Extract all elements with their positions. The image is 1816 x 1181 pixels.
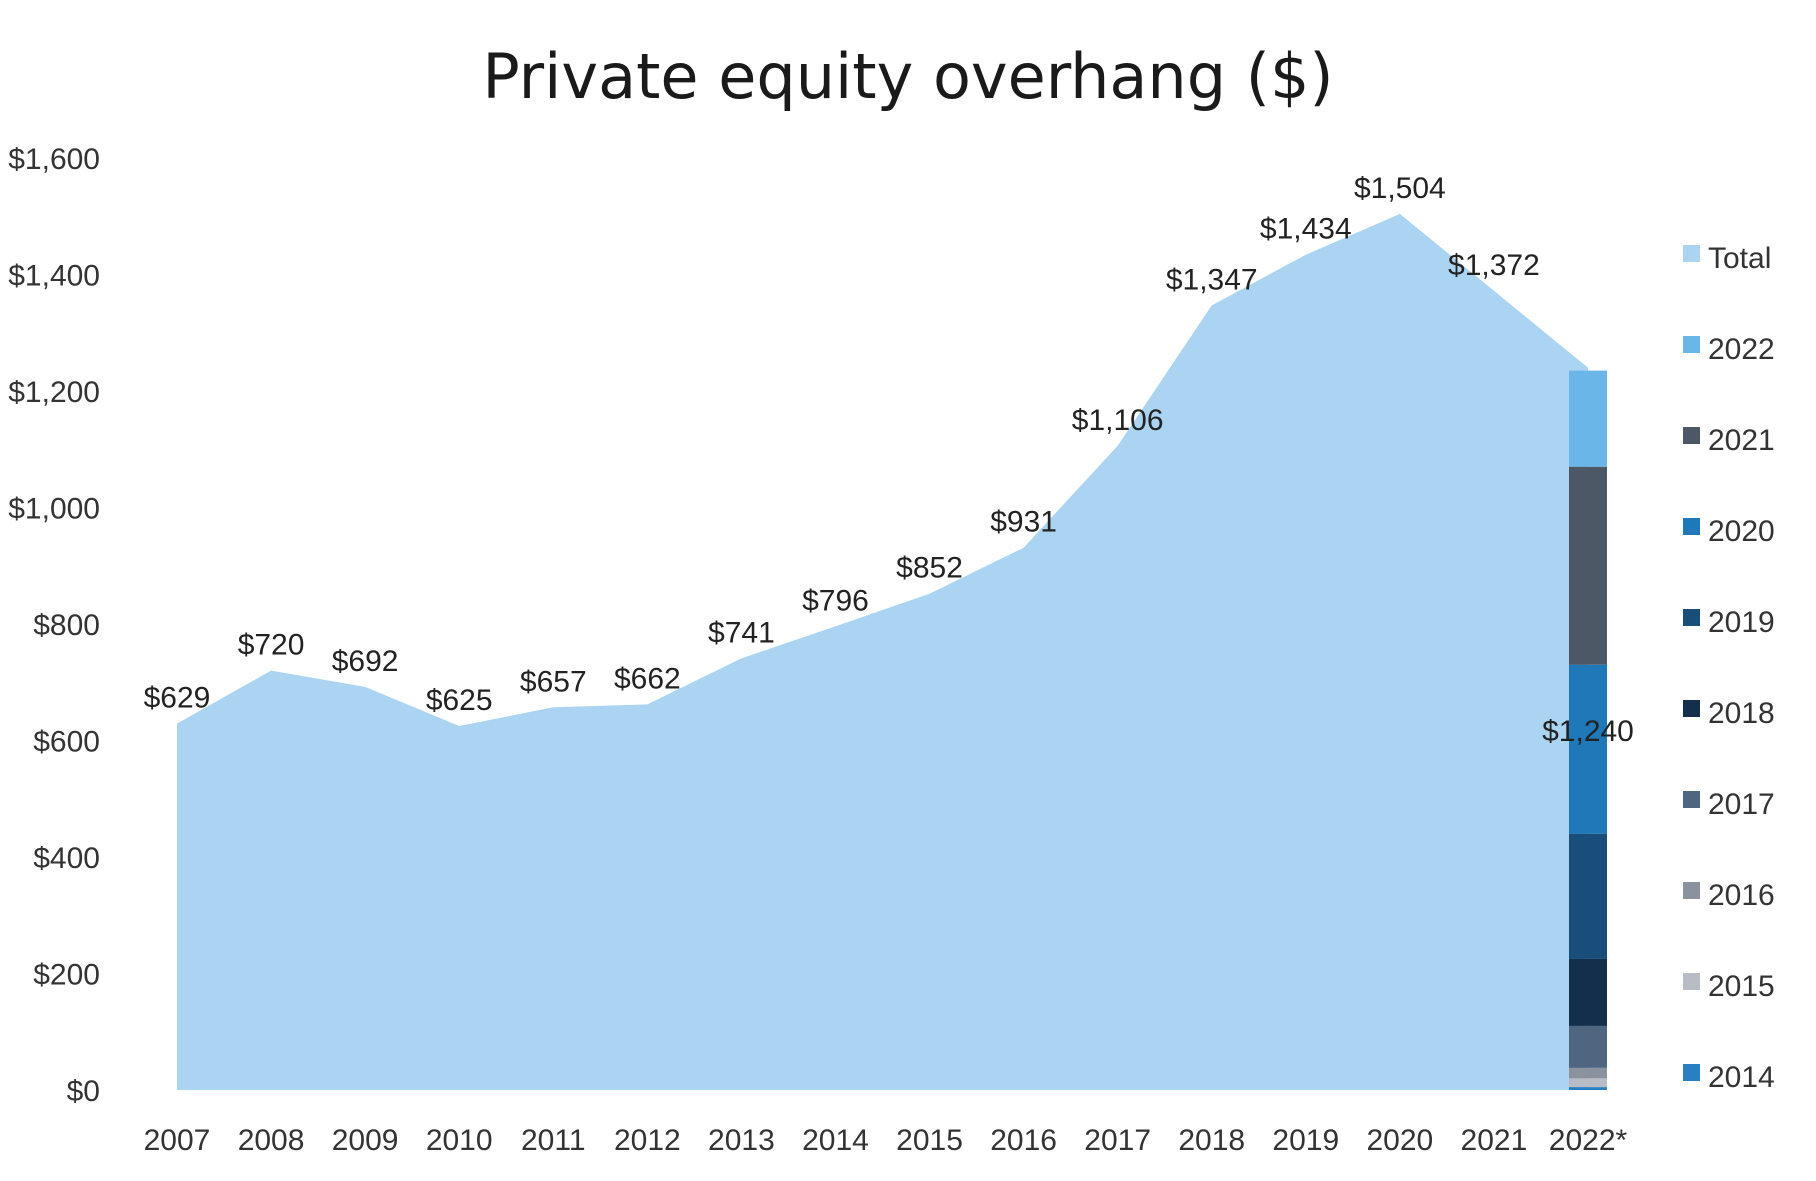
legend-label: 2020	[1708, 515, 1775, 548]
bar-segment-2016	[1569, 1067, 1607, 1079]
stacked-bar-2022	[1569, 370, 1607, 1090]
y-axis-ticks: $0 $200 $400 $600 $800 $1,000 $1,200 $1,400 $1,6…	[8, 143, 100, 1108]
y-tick-label: $0	[67, 1075, 100, 1108]
y-tick-label: $200	[33, 959, 100, 992]
y-tick-label: $1,200	[8, 376, 100, 409]
data-label: $629	[144, 682, 211, 715]
data-label: $720	[238, 629, 305, 662]
x-tick-label: 2022*	[1549, 1124, 1628, 1157]
legend-swatch-2016	[1683, 882, 1700, 899]
legend-label: 2015	[1708, 970, 1775, 1003]
x-tick-label: 2017	[1084, 1124, 1151, 1157]
bar-segment-2018	[1569, 958, 1607, 1026]
data-label: $852	[896, 552, 963, 585]
bar-segment-2014	[1569, 1087, 1607, 1090]
legend-label: 2016	[1708, 879, 1775, 912]
data-label: $1,504	[1354, 172, 1446, 205]
legend-label: 2017	[1708, 788, 1775, 821]
y-tick-label: $1,400	[8, 260, 100, 293]
x-tick-label: 2012	[614, 1124, 681, 1157]
x-tick-label: 2018	[1178, 1124, 1245, 1157]
data-label: $931	[990, 506, 1057, 539]
y-tick-label: $400	[33, 842, 100, 875]
legend-swatch-2015	[1683, 973, 1700, 990]
x-tick-label: 2013	[708, 1124, 775, 1157]
legend-swatch-2022	[1683, 336, 1700, 353]
data-label: $657	[520, 665, 587, 698]
legend-label: 2019	[1708, 606, 1775, 639]
x-tick-label: 2021	[1461, 1124, 1528, 1157]
legend-label: Total	[1708, 242, 1771, 275]
bar-segment-2020	[1569, 664, 1607, 834]
x-tick-label: 2020	[1366, 1124, 1433, 1157]
legend: Total 2022 2021 2020 2019 2018 2017 2016 2015 201…	[1683, 242, 1775, 1094]
series-area-total	[177, 213, 1588, 1091]
bar-segment-2021	[1569, 466, 1607, 665]
legend-label: 2022	[1708, 333, 1775, 366]
x-tick-label: 2009	[332, 1124, 399, 1157]
data-label: $1,347	[1166, 263, 1258, 296]
legend-swatch-2021	[1683, 427, 1700, 444]
y-tick-label: $1,000	[8, 493, 100, 526]
bar-segment-2017	[1569, 1025, 1607, 1068]
area-layer	[177, 213, 1588, 1091]
legend-swatch-Total	[1683, 245, 1700, 262]
data-labels: $629 $720 $692 $625 $657 $662 $741 $796 $852 $931…	[144, 172, 1634, 748]
legend-label: 2018	[1708, 697, 1775, 730]
legend-label: 2014	[1708, 1061, 1775, 1094]
bar-segment-2015	[1569, 1078, 1607, 1088]
data-label: $1,240	[1542, 715, 1634, 748]
y-tick-label: $1,600	[8, 143, 100, 176]
x-tick-label: 2010	[426, 1124, 493, 1157]
legend-label: 2021	[1708, 424, 1775, 457]
x-tick-label: 2015	[896, 1124, 963, 1157]
legend-swatch-2017	[1683, 791, 1700, 808]
y-tick-label: $800	[33, 609, 100, 642]
x-tick-label: 2011	[521, 1124, 586, 1157]
data-label: $796	[802, 584, 869, 617]
data-label: $1,106	[1072, 404, 1164, 437]
x-tick-label: 2008	[238, 1124, 305, 1157]
bar-segment-2022	[1569, 370, 1607, 467]
legend-swatch-2018	[1683, 700, 1700, 717]
data-label: $625	[426, 684, 493, 717]
legend-swatch-2014	[1683, 1064, 1700, 1081]
chart-title: Private equity overhang ($)	[482, 40, 1333, 113]
x-tick-label: 2019	[1272, 1124, 1339, 1157]
data-label: $662	[614, 662, 681, 695]
data-label: $1,434	[1260, 213, 1352, 246]
x-axis-ticks: 2007 2008 2009 2010 2011 2012 2013 2014 2015 2016…	[144, 1124, 1628, 1157]
data-label: $741	[708, 616, 775, 649]
legend-swatch-2020	[1683, 518, 1700, 535]
y-tick-label: $600	[33, 726, 100, 759]
data-label: $1,372	[1448, 249, 1540, 282]
x-tick-label: 2007	[144, 1124, 211, 1157]
legend-swatch-2019	[1683, 609, 1700, 626]
x-tick-label: 2016	[990, 1124, 1057, 1157]
data-label: $692	[332, 645, 399, 678]
bar-segment-2019	[1569, 833, 1607, 959]
x-tick-label: 2014	[802, 1124, 869, 1157]
